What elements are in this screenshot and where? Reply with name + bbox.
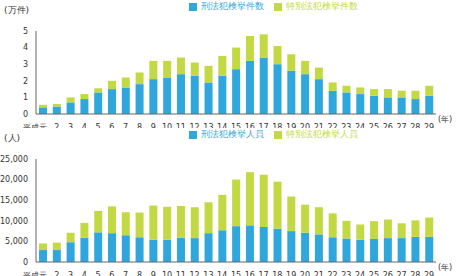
svg-text:14: 14: [217, 271, 227, 276]
html-text:特別法犯検挙件数: 特別法犯検挙件数: [285, 1, 358, 11]
svg-text:24: 24: [355, 271, 365, 276]
svg-text:7: 7: [123, 123, 128, 128]
svg-text:2: 2: [54, 123, 59, 128]
svg-text:5: 5: [96, 123, 101, 128]
svg-text:5,000: 5,000: [8, 237, 28, 246]
svg-text:10: 10: [162, 123, 172, 128]
svg-text:22: 22: [327, 123, 337, 128]
svg-text:18: 18: [272, 271, 282, 276]
svg-text:23: 23: [341, 123, 351, 128]
svg-text:10: 10: [162, 271, 172, 276]
html-text:(年): (年): [438, 263, 453, 272]
svg-text:11: 11: [176, 123, 186, 128]
svg-text:27: 27: [396, 271, 406, 276]
svg-text:2: 2: [23, 77, 28, 86]
svg-text:20: 20: [300, 271, 310, 276]
svg-text:5: 5: [96, 271, 101, 276]
svg-text:19: 19: [286, 123, 296, 128]
svg-text:2: 2: [54, 271, 59, 276]
svg-text:15,000: 15,000: [8, 196, 28, 205]
svg-text:9: 9: [151, 271, 156, 276]
svg-text:3: 3: [68, 271, 73, 276]
svg-text:25: 25: [369, 123, 379, 128]
svg-text:5: 5: [23, 27, 28, 36]
svg-text:14: 14: [217, 123, 227, 128]
svg-text:21: 21: [314, 123, 324, 128]
svg-text:16: 16: [245, 123, 255, 128]
svg-text:0: 0: [23, 258, 28, 267]
svg-text:6: 6: [109, 271, 114, 276]
svg-text:13: 13: [203, 123, 213, 128]
svg-text:18: 18: [272, 123, 282, 128]
svg-text:15: 15: [231, 271, 241, 276]
svg-text:9: 9: [151, 123, 156, 128]
html-text:刑法犯検挙件数: 刑法犯検挙件数: [200, 1, 264, 11]
svg-text:26: 26: [383, 123, 393, 128]
svg-text:27: 27: [396, 123, 406, 128]
html-text:特別法犯検挙人員: 特別法犯検挙人員: [285, 129, 358, 139]
svg-text:平成元: 平成元: [23, 123, 47, 128]
svg-text:20: 20: [300, 123, 310, 128]
svg-text:3: 3: [68, 123, 73, 128]
svg-text:3: 3: [23, 60, 28, 69]
html-text:(人): (人): [4, 133, 20, 143]
svg-text:29: 29: [424, 123, 434, 128]
html-text:刑法犯検挙人員: 刑法犯検挙人員: [200, 129, 264, 139]
svg-text:7: 7: [123, 271, 128, 276]
svg-text:26: 26: [383, 271, 393, 276]
svg-text:8: 8: [137, 271, 142, 276]
svg-text:1: 1: [23, 93, 28, 102]
svg-text:4: 4: [82, 123, 87, 128]
svg-text:17: 17: [258, 123, 268, 128]
svg-text:19: 19: [286, 271, 296, 276]
svg-text:4: 4: [82, 271, 87, 276]
svg-text:22: 22: [327, 271, 337, 276]
svg-text:29: 29: [424, 271, 434, 276]
svg-text:13: 13: [203, 271, 213, 276]
svg-text:0: 0: [23, 110, 28, 119]
svg-text:21: 21: [314, 271, 324, 276]
svg-text:10,000: 10,000: [8, 217, 28, 226]
svg-text:11: 11: [176, 271, 186, 276]
svg-text:25: 25: [369, 271, 379, 276]
svg-text:15: 15: [231, 123, 241, 128]
svg-text:23: 23: [341, 271, 351, 276]
svg-text:16: 16: [245, 271, 255, 276]
svg-text:17: 17: [258, 271, 268, 276]
html-text:(万件): (万件): [4, 5, 29, 15]
svg-text:12: 12: [190, 271, 200, 276]
svg-text:25,000: 25,000: [8, 155, 28, 164]
html-text:(年): (年): [438, 115, 453, 124]
svg-text:6: 6: [109, 123, 114, 128]
svg-text:4: 4: [23, 43, 28, 52]
svg-text:8: 8: [137, 123, 142, 128]
svg-text:12: 12: [190, 123, 200, 128]
svg-text:20,000: 20,000: [8, 175, 28, 184]
svg-text:24: 24: [355, 123, 365, 128]
svg-text:平成元: 平成元: [23, 271, 47, 276]
svg-text:28: 28: [410, 123, 420, 128]
svg-text:28: 28: [410, 271, 420, 276]
